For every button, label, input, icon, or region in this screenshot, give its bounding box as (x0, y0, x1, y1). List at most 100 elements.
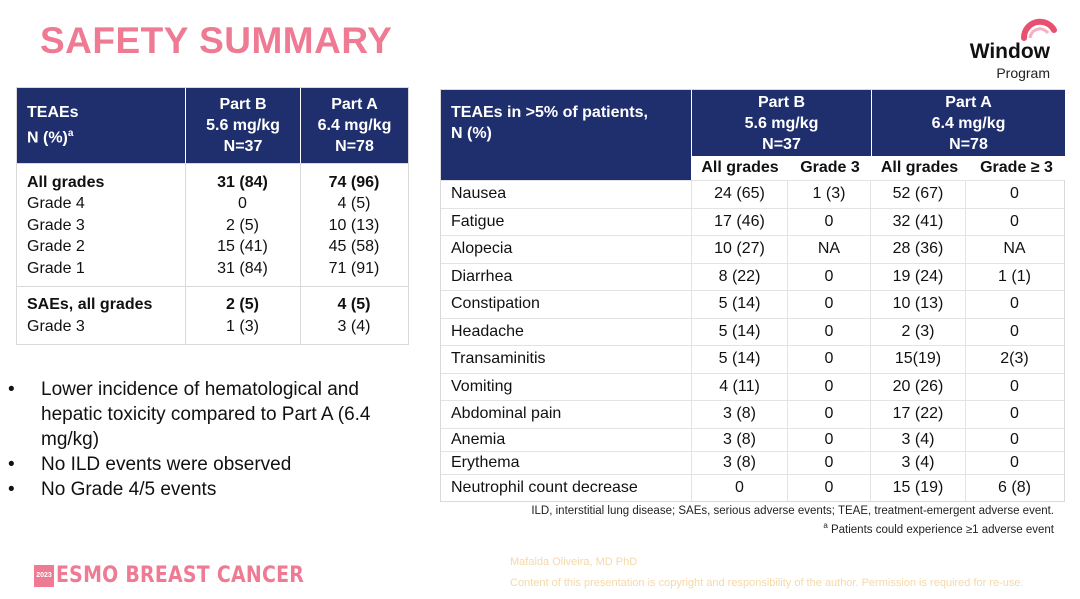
value-cell: 0 (787, 291, 870, 318)
author-watermark: Mafalda Oliveira, MD PhD (510, 556, 638, 568)
value-cell: 0 (787, 474, 870, 501)
value-cell: 0 (965, 373, 1063, 400)
value-cell: 17 (46) (691, 208, 787, 235)
value-cell: 52 (67) (870, 181, 965, 208)
frequency-header-label: TEAEs in >5% of patients, N (%) (441, 90, 691, 156)
value-cell: 1 (3) (787, 181, 870, 208)
event-name-cell: Neutrophil count decrease (451, 478, 638, 496)
abbreviations-footnote: ILD, interstitial lung disease; SAEs, se… (531, 505, 1054, 517)
window-program-logo: Window Program (964, 8, 1064, 81)
table-row: Neutrophil count decrease 0 0 15 (19) 6 (8) (441, 473, 1064, 501)
event-name-cell: Nausea (451, 185, 507, 203)
table-row: Grade 1 31 (84) 71 (91) (27, 259, 380, 277)
value-cell: NA (965, 236, 1063, 263)
summary-header-part-b: Part B 5.6 mg/kg N=37 (185, 88, 300, 163)
table-row: Grade 3 1 (3) 3 (4) (27, 317, 371, 335)
value-cell: 2(3) (965, 346, 1063, 373)
table-row: Diarrhea 8 (22) 0 19 (24) 1 (1) (441, 262, 1064, 290)
subheader-grade3plus-a: Grade ≥ 3 (968, 156, 1065, 180)
key-findings-list: • Lower incidence of hematological and he… (8, 377, 408, 502)
value-cell: 0 (787, 346, 870, 373)
logo-arc-icon (1020, 18, 1057, 41)
table-row: Anemia 3 (8) 0 3 (4) 0 (441, 427, 1064, 451)
value-cell: 0 (965, 318, 1063, 345)
value-cell: 3 (4) (870, 428, 965, 451)
table-row: Constipation 5 (14) 0 10 (13) 0 (441, 290, 1064, 318)
value-cell: 15 (19) (870, 474, 965, 501)
table-row: Grade 3 2 (5) 10 (13) (27, 216, 380, 234)
table-row: Alopecia 10 (27) NA 28 (36) NA (441, 235, 1064, 263)
value-cell: 5 (14) (691, 291, 787, 318)
event-name-cell: Alopecia (451, 240, 513, 258)
value-cell: 2 (3) (870, 318, 965, 345)
superscript-footnote: a Patients could experience ≥1 adverse e… (823, 521, 1054, 536)
value-cell: 1 (1) (965, 263, 1063, 290)
value-cell: 6 (8) (965, 474, 1063, 501)
summary-header-label: TEAEs N (%)a (27, 104, 79, 147)
value-cell: 0 (965, 428, 1063, 451)
event-name-cell: Fatigue (451, 212, 505, 230)
value-cell: 0 (787, 451, 870, 474)
teae-summary-table: TEAEs N (%)a Part B 5.6 mg/kg N=37 Part … (16, 87, 409, 345)
summary-group-sae: SAEs, all grades 2 (5) 4 (5) Grade 3 1 (… (17, 285, 408, 344)
table-row: All grades 31 (84) 74 (96) (27, 173, 380, 191)
value-cell: 0 (965, 181, 1063, 208)
value-cell: 0 (787, 373, 870, 400)
value-cell: 19 (24) (870, 263, 965, 290)
value-cell: 32 (41) (870, 208, 965, 235)
table-row: Headache 5 (14) 0 2 (3) 0 (441, 317, 1064, 345)
value-cell: 17 (22) (870, 401, 965, 428)
frequency-table-body: Nausea 24 (65) 1 (3) 52 (67) 0 Fatigue 17 (46)… (441, 180, 1064, 501)
value-cell: 5 (14) (691, 346, 787, 373)
list-item: • No Grade 4/5 events (8, 479, 217, 500)
value-cell: 20 (26) (870, 373, 965, 400)
table-row: Grade 4 0 4 (5) (27, 195, 371, 213)
value-cell: 3 (8) (691, 428, 787, 451)
value-cell: 0 (965, 451, 1063, 474)
value-cell: 0 (787, 428, 870, 451)
value-cell: 0 (965, 401, 1063, 428)
value-cell: 3 (4) (870, 451, 965, 474)
value-cell: 28 (36) (870, 236, 965, 263)
value-cell: 24 (65) (691, 181, 787, 208)
table-row: Transaminitis 5 (14) 0 15(19) 2(3) (441, 345, 1064, 373)
value-cell: 3 (8) (691, 451, 787, 474)
table-row: Nausea 24 (65) 1 (3) 52 (67) 0 (441, 180, 1064, 208)
copyright-watermark: Content of this presentation is copyrigh… (510, 577, 1024, 589)
event-name-cell: Vomiting (451, 377, 513, 395)
list-item: • Lower incidence of hematological and he… (8, 379, 371, 450)
table-row: Grade 2 15 (41) 45 (58) (27, 238, 380, 256)
value-cell: 0 (787, 208, 870, 235)
value-cell: 0 (787, 318, 870, 345)
value-cell: 10 (13) (870, 291, 965, 318)
event-name-cell: Anemia (451, 430, 506, 448)
teae-frequency-table: TEAEs in >5% of patients, N (%) Part B 5… (440, 89, 1065, 502)
table-row: Erythema 3 (8) 0 3 (4) 0 (441, 450, 1064, 474)
event-name-cell: Abdominal pain (451, 405, 562, 423)
event-name-cell: Diarrhea (451, 267, 513, 285)
value-cell: 4 (11) (691, 373, 787, 400)
frequency-table-header: TEAEs in >5% of patients, N (%) Part B 5… (441, 90, 1065, 180)
event-name-cell: Transaminitis (451, 350, 546, 368)
summary-header-part-a: Part A 6.4 mg/kg N=78 (300, 88, 408, 163)
subheader-all-grades-b: All grades (692, 156, 788, 180)
event-name-cell: Erythema (451, 453, 520, 471)
esmo-breast-cancer-logo: 2023 ESMO BREAST CANCER (34, 563, 345, 588)
value-cell: 5 (14) (691, 318, 787, 345)
value-cell: 10 (27) (691, 236, 787, 263)
logo-line1: Window (969, 40, 1050, 63)
event-name-cell: Constipation (451, 295, 540, 313)
table-row: Abdominal pain 3 (8) 0 17 (22) 0 (441, 400, 1064, 428)
frequency-header-part-b: Part B 5.6 mg/kg N=37 (692, 90, 871, 156)
congress-name: ESMO BREAST CANCER (56, 563, 305, 588)
value-cell: 8 (22) (691, 263, 787, 290)
event-name-cell: Headache (451, 322, 524, 340)
value-cell: 0 (965, 208, 1063, 235)
table-row: Fatigue 17 (46) 0 32 (41) 0 (441, 207, 1064, 235)
value-cell: 3 (8) (691, 401, 787, 428)
value-cell: NA (787, 236, 870, 263)
value-cell: 15(19) (870, 346, 965, 373)
list-item: • No ILD events were observed (8, 454, 292, 475)
congress-year: 2023 (34, 564, 54, 587)
logo-line2: Program (996, 65, 1050, 81)
